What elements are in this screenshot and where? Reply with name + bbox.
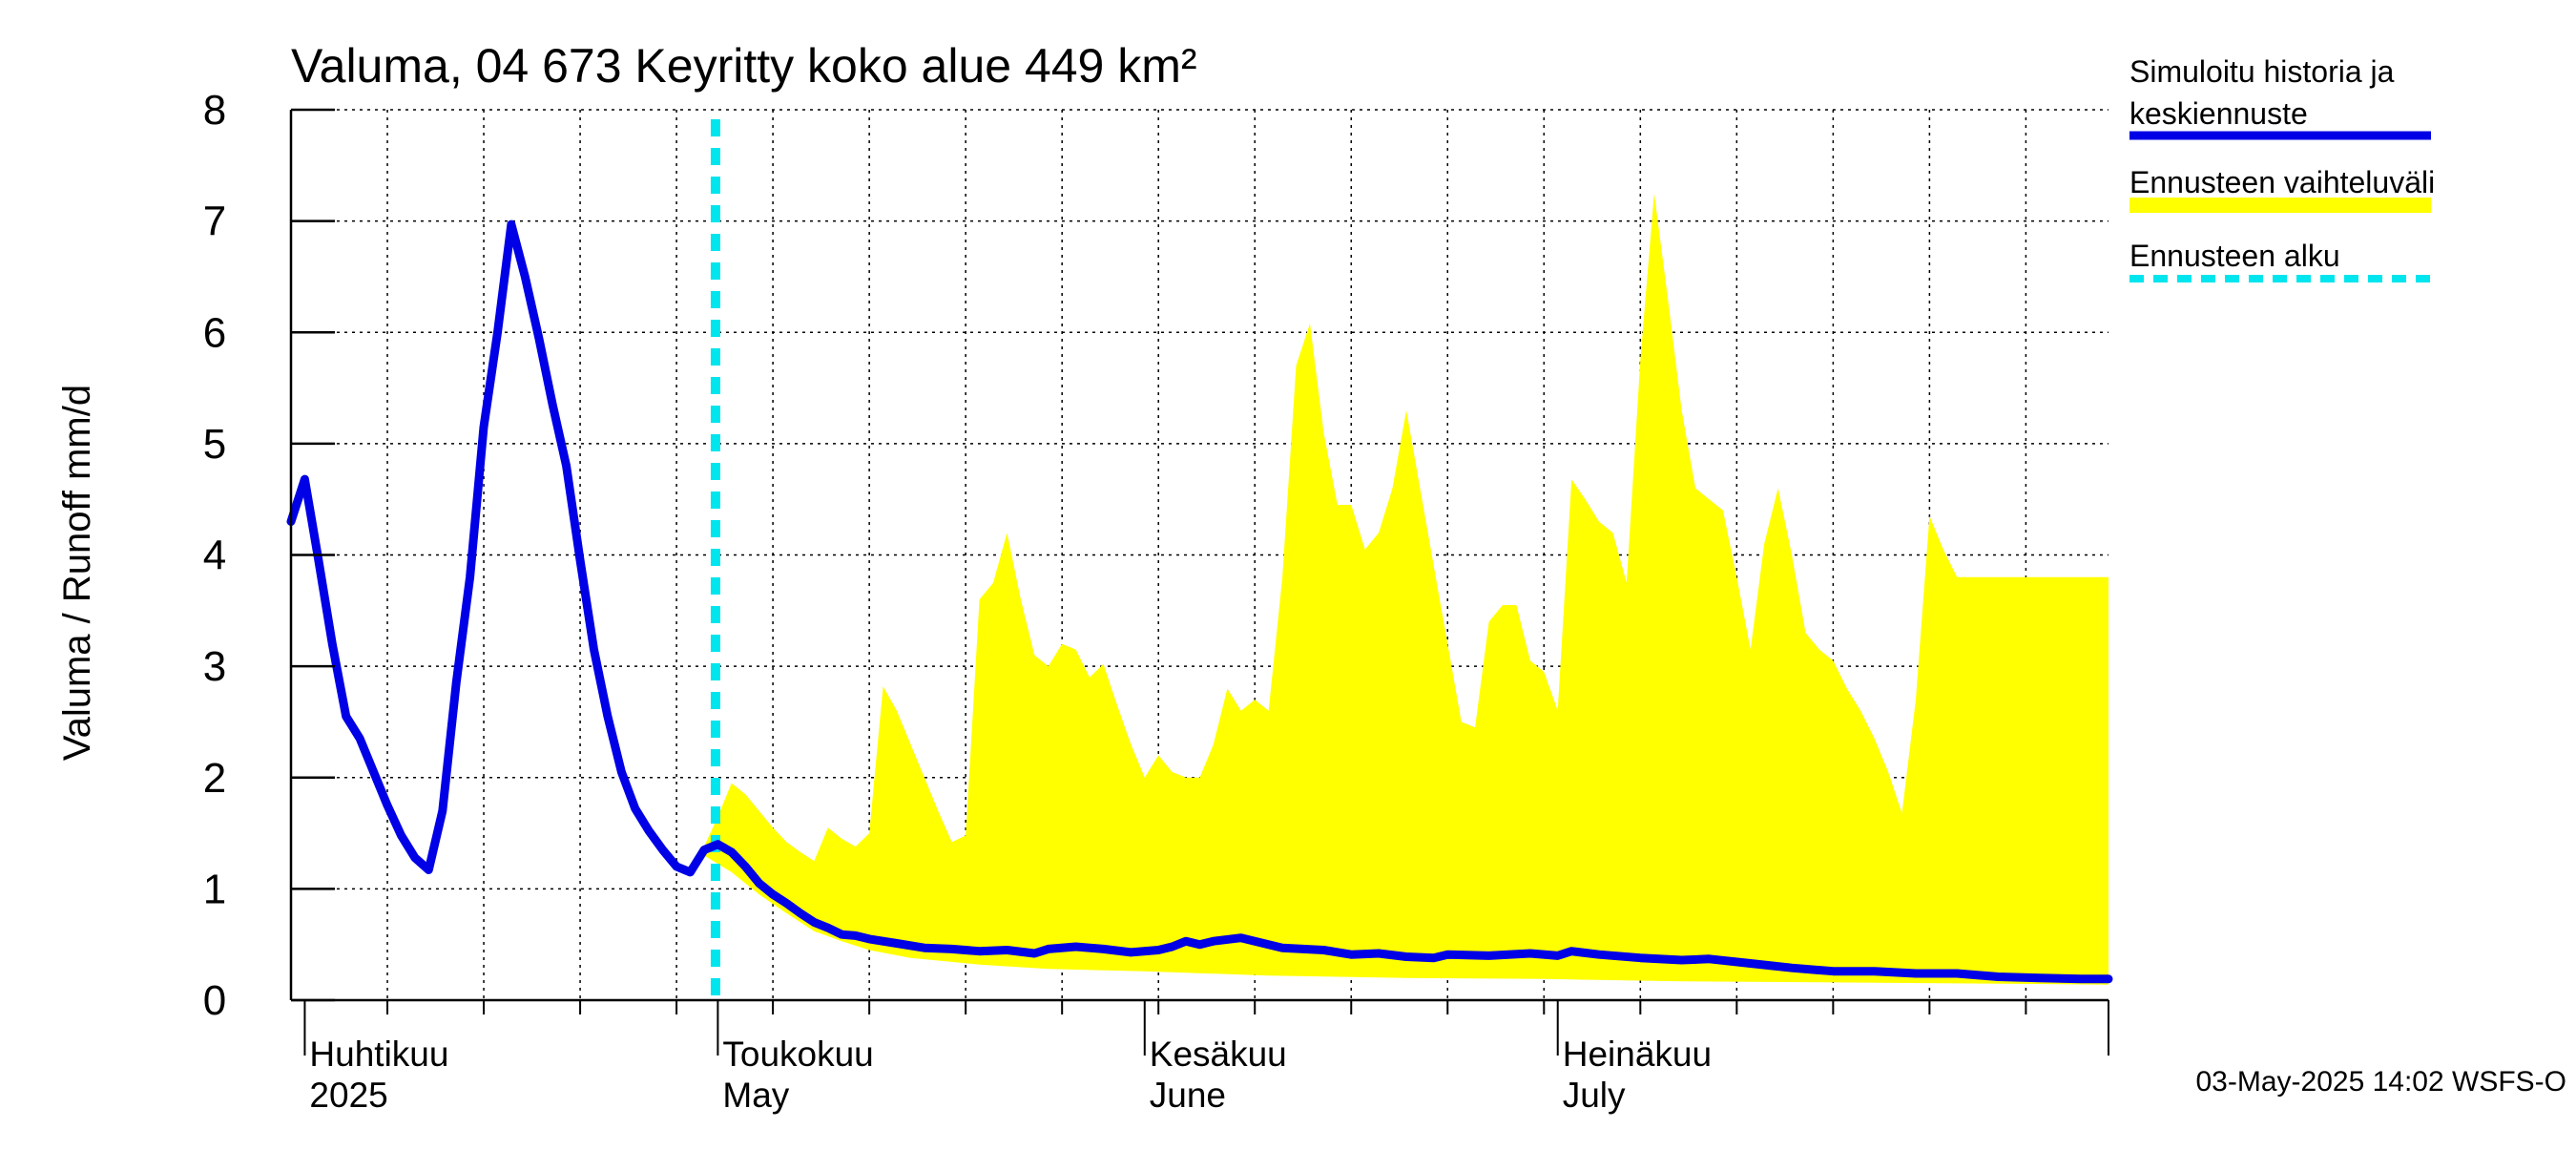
y-tick-label: 5 [203, 421, 226, 468]
legend-label: keskiennuste [2129, 96, 2308, 131]
series-line-simulated [286, 220, 2113, 984]
forecast-range-band [704, 193, 2109, 985]
x-month-label-fi: Kesäkuu [1150, 1035, 1287, 1074]
series-layer [286, 220, 2113, 984]
x-month-label-fi: Toukokuu [722, 1035, 873, 1074]
x-month-label-en: July [1563, 1076, 1626, 1115]
y-tick-label: 4 [203, 533, 226, 579]
y-tick-label: 6 [203, 309, 226, 356]
legend-label: Simuloitu historia ja [2129, 54, 2395, 89]
legend: Simuloitu historia ja keskiennuste Ennuste… [2129, 54, 2435, 282]
legend-label: Ennusteen vaihteluväli [2129, 165, 2435, 199]
labels: Valuma, 04 673 Keyritty koko alue 449 km… [56, 39, 2566, 1098]
x-month-label-en: June [1150, 1076, 1226, 1115]
axes: 012345678Huhtikuu2025ToukokuuMayKesäkuuJ… [203, 87, 2109, 1115]
legend-label: Ennusteen alku [2129, 239, 2340, 273]
x-month-label-fi: Huhtikuu [309, 1035, 448, 1074]
y-tick-label: 1 [203, 866, 226, 912]
y-tick-label: 3 [203, 643, 226, 690]
y-tick-label: 8 [203, 87, 226, 134]
footer-timestamp: 03-May-2025 14:02 WSFS-O [2196, 1066, 2567, 1098]
x-month-label-en: 2025 [309, 1076, 387, 1115]
forecast-band-layer [704, 193, 2109, 985]
chart-title: Valuma, 04 673 Keyritty koko alue 449 km… [291, 39, 1197, 93]
y-tick-label: 7 [203, 199, 226, 245]
y-axis-label: Valuma / Runoff mm/d [56, 385, 98, 761]
x-month-label-en: May [722, 1076, 789, 1115]
y-tick-label: 0 [203, 977, 226, 1024]
x-month-label-fi: Heinäkuu [1563, 1035, 1712, 1074]
y-tick-label: 2 [203, 755, 226, 802]
